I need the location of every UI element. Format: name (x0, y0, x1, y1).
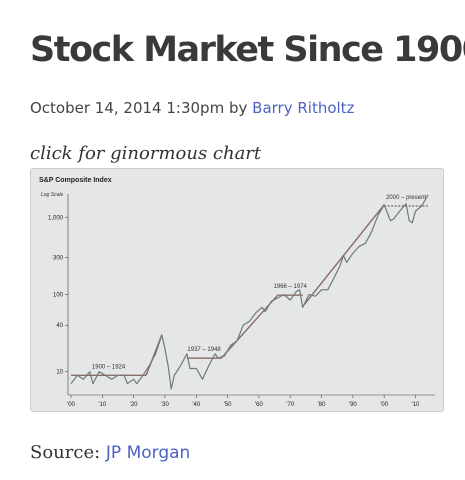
x-tick-label: '70 (286, 402, 294, 408)
x-tick-label: '90 (349, 402, 357, 408)
x-tick-label: '00 (67, 402, 75, 408)
x-tick-label: '30 (161, 402, 169, 408)
y-tick-label: 100 (53, 293, 64, 299)
range-period-label: 1966 – 1974 (274, 284, 308, 290)
y-tick-label: 300 (53, 256, 64, 262)
x-tick-label: '40 (192, 402, 200, 408)
y-tick-label: 1,000 (48, 215, 64, 221)
range-period-label: 2000 – present (386, 195, 426, 201)
byline-label: by (228, 99, 248, 117)
source-link[interactable]: JP Morgan (105, 443, 191, 463)
range-period-label: 1937 – 1948 (187, 347, 221, 353)
chart-image[interactable]: S&P Composite Index Log Scale 10 40 100 300… (30, 168, 444, 412)
x-tick-label: '50 (224, 402, 232, 408)
post-title: Stock Market Since 1900 (30, 30, 465, 70)
y-axis-label: Log Scale (41, 192, 63, 198)
x-tick-label: '10 (412, 402, 420, 408)
post-date: October 14, 2014 1:30pm (30, 99, 225, 117)
x-tick-label: '60 (255, 402, 263, 408)
x-tick-label: '80 (318, 402, 326, 408)
source-line: Source: JP Morgan (30, 442, 190, 463)
source-label: Source: (30, 442, 101, 463)
x-tick-label: '10 (98, 402, 106, 408)
y-tick-label: 10 (56, 370, 63, 376)
index-series-line (70, 194, 429, 390)
range-period-label: 1900 – 1924 (92, 364, 126, 370)
x-tick-label: '00 (380, 402, 388, 408)
author-link[interactable]: Barry Ritholtz (252, 99, 355, 117)
chart-title: S&P Composite Index (39, 177, 112, 184)
x-tick-label: '20 (130, 402, 138, 408)
post-meta: October 14, 2014 1:30pm by Barry Ritholt… (30, 99, 354, 117)
y-tick-label: 40 (56, 323, 63, 329)
sp-composite-chart: S&P Composite Index Log Scale 10 40 100 300… (39, 177, 435, 408)
chart-caption-link[interactable]: click for ginormous chart (30, 143, 262, 164)
